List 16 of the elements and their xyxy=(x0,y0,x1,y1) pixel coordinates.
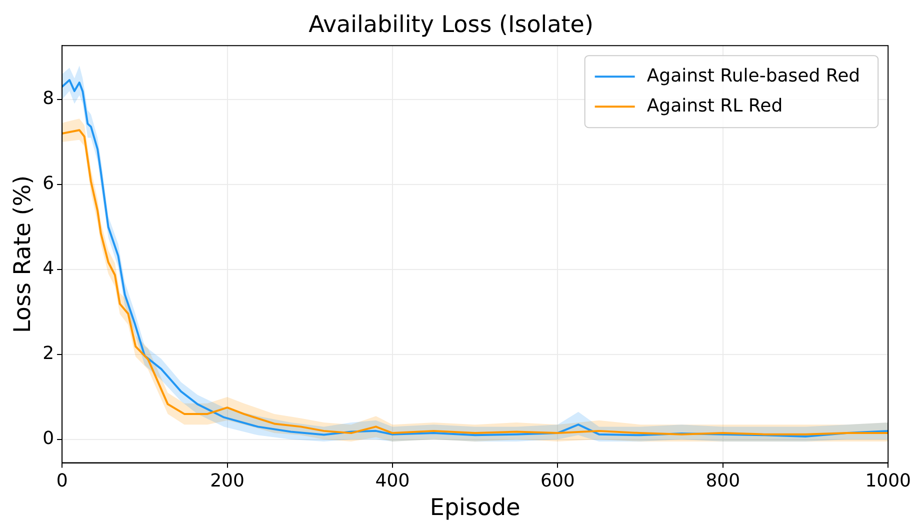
x-tick-label: 1000 xyxy=(865,470,911,492)
x-axis-title: Episode xyxy=(430,495,520,522)
legend-label: Against RL Red xyxy=(646,95,783,116)
y-tick-label: 6 xyxy=(42,173,54,194)
y-axis-title: Loss Rate (%) xyxy=(10,175,36,334)
x-tick-label: 400 xyxy=(375,470,410,492)
x-tick-label: 800 xyxy=(706,470,740,492)
x-tick-label: 0 xyxy=(56,470,68,492)
x-tick-label: 200 xyxy=(210,470,244,492)
y-tick-label: 0 xyxy=(42,428,54,450)
x-tick-label: 600 xyxy=(540,470,575,492)
y-tick-label: 4 xyxy=(42,258,54,280)
chart-title: Availability Loss (Isolate) xyxy=(308,12,594,38)
y-tick-label: 2 xyxy=(42,343,54,364)
y-tick-label: 8 xyxy=(42,88,54,110)
legend-label: Against Rule-based Red xyxy=(646,65,860,86)
